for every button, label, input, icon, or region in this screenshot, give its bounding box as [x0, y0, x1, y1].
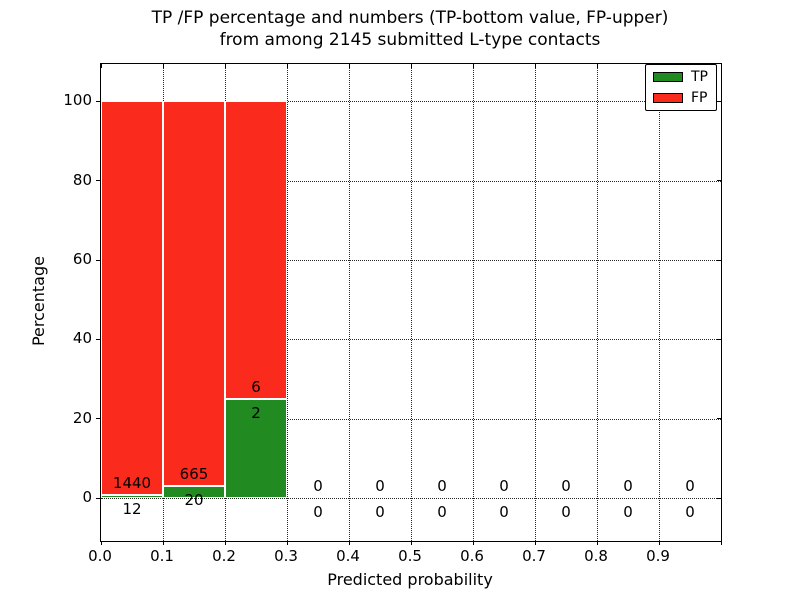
x-tick-label: 0.7	[522, 547, 546, 565]
tp-count-label: 12	[122, 499, 142, 518]
tp-count-label: 0	[437, 503, 447, 521]
fp-bar-segment	[163, 101, 225, 487]
vertical-gridline	[659, 64, 660, 541]
x-tick-label: 0.2	[212, 547, 236, 565]
x-tick-label: 0.0	[88, 547, 112, 565]
fp-count-label: 0	[499, 477, 509, 495]
x-tick-label: 0.4	[336, 547, 360, 565]
x-tick-mark-bottom	[286, 541, 288, 545]
x-tick-mark-bottom	[596, 541, 598, 545]
tp-count-label: 2	[251, 403, 261, 422]
x-tick-mark-top	[596, 64, 598, 68]
x-tick-mark-top	[720, 64, 722, 68]
legend: TP FP	[645, 64, 717, 111]
x-tick-mark-bottom	[348, 541, 350, 545]
y-tick-label: 0	[82, 488, 92, 506]
y-tick-mark-right	[717, 259, 721, 261]
y-tick-label: 60	[72, 250, 92, 269]
y-tick-label: 100	[63, 91, 92, 110]
tp-count-label: 20	[184, 491, 204, 510]
fp-count-label: 0	[561, 477, 571, 495]
tp-legend-swatch-icon	[653, 72, 683, 82]
legend-label-tp: TP	[691, 69, 708, 85]
plot-area: 1440 12 665 20 6 2 0 0 0 0 0 0 0 0 0 0 0 0 0 0	[96, 63, 722, 545]
tp-count-label: 0	[313, 503, 323, 521]
legend-row-fp: FP	[646, 91, 716, 105]
y-tick-mark-left	[96, 338, 101, 340]
x-tick-label: 0.5	[398, 547, 422, 565]
tp-count-label: 0	[685, 503, 695, 521]
x-tick-mark-top	[410, 64, 412, 68]
y-tick-mark-right	[717, 100, 721, 102]
y-tick-mark-right	[717, 338, 721, 340]
x-tick-mark-bottom	[162, 541, 164, 545]
fp-count-label: 0	[313, 477, 323, 495]
x-tick-mark-top	[224, 64, 226, 68]
fp-count-label: 0	[437, 477, 447, 495]
chart-title-line1: TP /FP percentage and numbers (TP-bottom…	[151, 8, 669, 28]
vertical-gridline	[287, 64, 288, 541]
x-tick-mark-bottom	[224, 541, 226, 545]
x-tick-mark-top	[534, 64, 536, 68]
x-tick-mark-top	[286, 64, 288, 68]
x-tick-mark-bottom	[410, 541, 412, 545]
fp-count-label: 665	[179, 465, 209, 484]
x-tick-mark-bottom	[100, 541, 102, 545]
x-tick-label: 0.1	[150, 547, 174, 565]
y-tick-mark-left	[96, 418, 101, 420]
x-tick-label: 0.8	[584, 547, 608, 565]
y-tick-mark-left	[96, 259, 101, 261]
y-tick-mark-right	[717, 497, 721, 499]
tp-count-label: 0	[499, 503, 509, 521]
y-axis-label: Percentage	[29, 256, 48, 347]
y-tick-mark-right	[717, 418, 721, 420]
fp-count-label: 6	[251, 377, 261, 396]
fp-count-label: 0	[685, 477, 695, 495]
tp-bar-segment	[101, 494, 163, 498]
vertical-gridline	[535, 64, 536, 541]
x-tick-mark-bottom	[658, 541, 660, 545]
tp-count-label: 0	[623, 503, 633, 521]
x-tick-label: 0.9	[646, 547, 670, 565]
y-tick-mark-left	[96, 180, 101, 182]
legend-label-fp: FP	[691, 90, 708, 106]
x-axis-label: Predicted probability	[327, 570, 493, 589]
y-tick-label: 20	[72, 408, 92, 427]
vertical-gridline	[411, 64, 412, 541]
x-tick-label: 0.3	[274, 547, 298, 565]
fp-bar-segment	[101, 101, 163, 495]
x-tick-label: 0.6	[460, 547, 484, 565]
fp-legend-swatch-icon	[653, 93, 683, 103]
tp-bar-segment	[163, 486, 225, 498]
tp-count-label: 0	[375, 503, 385, 521]
chart-title-line2: from among 2145 submitted L-type contact…	[219, 30, 601, 50]
tp-bar-segment	[225, 398, 287, 498]
x-tick-mark-bottom	[472, 541, 474, 545]
legend-row-tp: TP	[646, 70, 716, 84]
vertical-gridline	[349, 64, 350, 541]
x-tick-mark-bottom	[534, 541, 536, 545]
fp-bar-segment	[225, 101, 287, 399]
y-tick-mark-left	[96, 497, 101, 499]
y-tick-mark-left	[96, 100, 101, 102]
y-tick-label: 40	[72, 329, 92, 348]
fp-count-label: 0	[375, 477, 385, 495]
x-tick-mark-bottom	[720, 541, 722, 545]
fp-count-label: 1440	[112, 473, 152, 492]
vertical-gridline	[597, 64, 598, 541]
tp-count-label: 0	[561, 503, 571, 521]
y-tick-mark-right	[717, 180, 721, 182]
vertical-gridline	[473, 64, 474, 541]
fp-count-label: 0	[623, 477, 633, 495]
y-tick-label: 80	[72, 170, 92, 189]
x-tick-mark-top	[100, 64, 102, 68]
x-tick-mark-top	[348, 64, 350, 68]
x-tick-mark-top	[472, 64, 474, 68]
x-tick-mark-top	[162, 64, 164, 68]
